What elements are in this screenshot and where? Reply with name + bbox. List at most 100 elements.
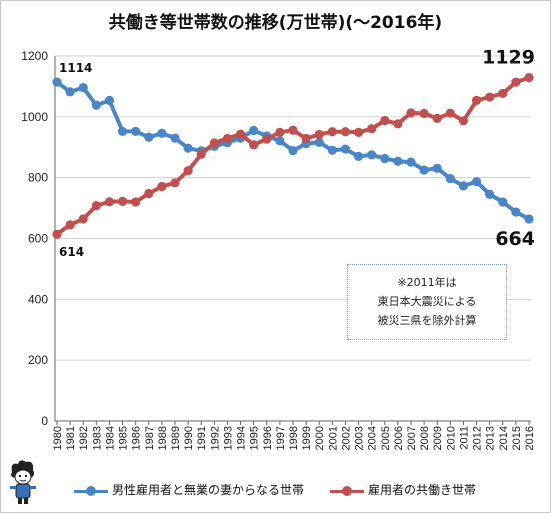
y-tick-label: 400 <box>28 292 48 306</box>
data-point <box>131 126 141 137</box>
data-point <box>144 188 154 199</box>
data-point <box>275 136 285 146</box>
data-point <box>485 189 495 199</box>
data-point <box>327 145 337 155</box>
data-point <box>406 157 416 167</box>
series-line-1 <box>55 75 530 236</box>
data-point <box>301 133 311 144</box>
x-tick-label: 1989 <box>170 426 182 450</box>
x-tick-label: 2008 <box>419 426 431 450</box>
note-line-1: ※2011年は <box>397 276 457 289</box>
data-point <box>524 214 534 224</box>
data-point <box>432 113 442 123</box>
x-tick-label: 1985 <box>118 426 130 450</box>
x-tick-label: 2006 <box>393 426 405 450</box>
legend-label-male-single: 男性雇用者と無業の妻からなる世帯 <box>112 483 305 497</box>
y-tick-label: 200 <box>28 353 48 367</box>
x-tick-label: 2003 <box>354 426 366 450</box>
x-tick-label: 2016 <box>524 426 536 450</box>
data-point <box>78 83 88 93</box>
data-label: 664 <box>495 228 535 250</box>
x-tick-label: 1997 <box>275 426 287 450</box>
data-point <box>222 133 233 144</box>
x-tick-label: 2009 <box>432 426 444 450</box>
x-tick-label: 2005 <box>380 426 392 450</box>
data-point <box>262 134 272 144</box>
x-tick-label: 1983 <box>91 426 103 450</box>
data-label: 1129 <box>482 47 535 69</box>
data-point <box>170 133 180 143</box>
data-point <box>91 201 101 211</box>
data-point <box>314 137 324 147</box>
x-tick-label: 1990 <box>183 426 195 450</box>
data-point <box>104 197 115 207</box>
x-tick-label: 2013 <box>485 426 497 450</box>
x-tick-label: 1986 <box>131 426 143 450</box>
x-tick-label: 1987 <box>144 426 156 450</box>
x-tick-label: 2010 <box>445 426 457 450</box>
data-point <box>235 129 246 139</box>
data-point <box>432 163 442 173</box>
x-tick-label: 1991 <box>196 426 208 450</box>
data-point <box>367 150 377 160</box>
data-point <box>327 127 337 137</box>
data-point <box>498 197 508 207</box>
data-point <box>353 151 364 161</box>
legend-item-dual-income: 雇用者の共働き世帯 <box>330 481 476 498</box>
data-point <box>288 125 298 135</box>
data-point <box>380 153 390 164</box>
data-point <box>288 145 298 156</box>
data-point <box>393 119 403 129</box>
data-label: 1114 <box>59 61 92 75</box>
data-point <box>131 197 141 207</box>
data-point <box>196 149 206 159</box>
legend-label-dual-income: 雇用者の共働き世帯 <box>368 483 477 497</box>
x-tick-label: 1980 <box>52 426 64 450</box>
data-point <box>78 214 88 224</box>
data-point <box>471 177 482 187</box>
data-point <box>445 108 455 118</box>
y-tick-label: 600 <box>28 232 48 246</box>
data-point <box>249 125 259 136</box>
data-point <box>65 220 75 230</box>
data-point <box>340 144 351 154</box>
x-tick-label: 2004 <box>367 426 379 450</box>
x-tick-label: 1992 <box>209 426 221 450</box>
x-tick-label: 2001 <box>327 426 339 450</box>
x-tick-label: 2000 <box>314 426 326 450</box>
x-tick-label: 1988 <box>157 426 169 450</box>
data-point <box>117 126 128 137</box>
note-line-2: 東日本大震災による <box>377 295 477 308</box>
x-tick-label: 1982 <box>78 426 90 450</box>
data-point <box>406 108 416 118</box>
data-point <box>498 88 508 99</box>
note-line-3: 被災三県を除外計算 <box>377 314 477 327</box>
legend-item-male-single: 男性雇用者と無業の妻からなる世帯 <box>74 481 304 498</box>
x-tick-label: 2007 <box>406 426 418 450</box>
x-tick-label: 2002 <box>340 426 352 450</box>
x-tick-label: 1995 <box>249 426 261 450</box>
data-point <box>458 181 469 191</box>
data-point <box>380 115 390 126</box>
data-point <box>367 124 377 134</box>
data-point <box>314 129 324 140</box>
x-tick-label: 1981 <box>65 426 77 450</box>
x-tick-label: 1993 <box>222 426 234 450</box>
data-point <box>157 181 167 192</box>
x-tick-label: 2012 <box>472 426 484 450</box>
data-point <box>393 156 403 166</box>
data-point <box>249 140 259 150</box>
legend-swatch-red <box>330 485 364 497</box>
data-point <box>157 128 167 138</box>
y-tick-label: 1200 <box>21 49 48 63</box>
data-point <box>144 132 154 142</box>
data-point <box>511 207 521 217</box>
x-tick-label: 1998 <box>288 426 300 450</box>
legend-swatch-blue <box>74 485 108 497</box>
y-tick-label: 0 <box>41 414 48 428</box>
data-point <box>445 173 455 184</box>
x-tick-label: 1999 <box>301 426 313 450</box>
data-point <box>485 92 495 102</box>
data-point <box>183 166 193 176</box>
